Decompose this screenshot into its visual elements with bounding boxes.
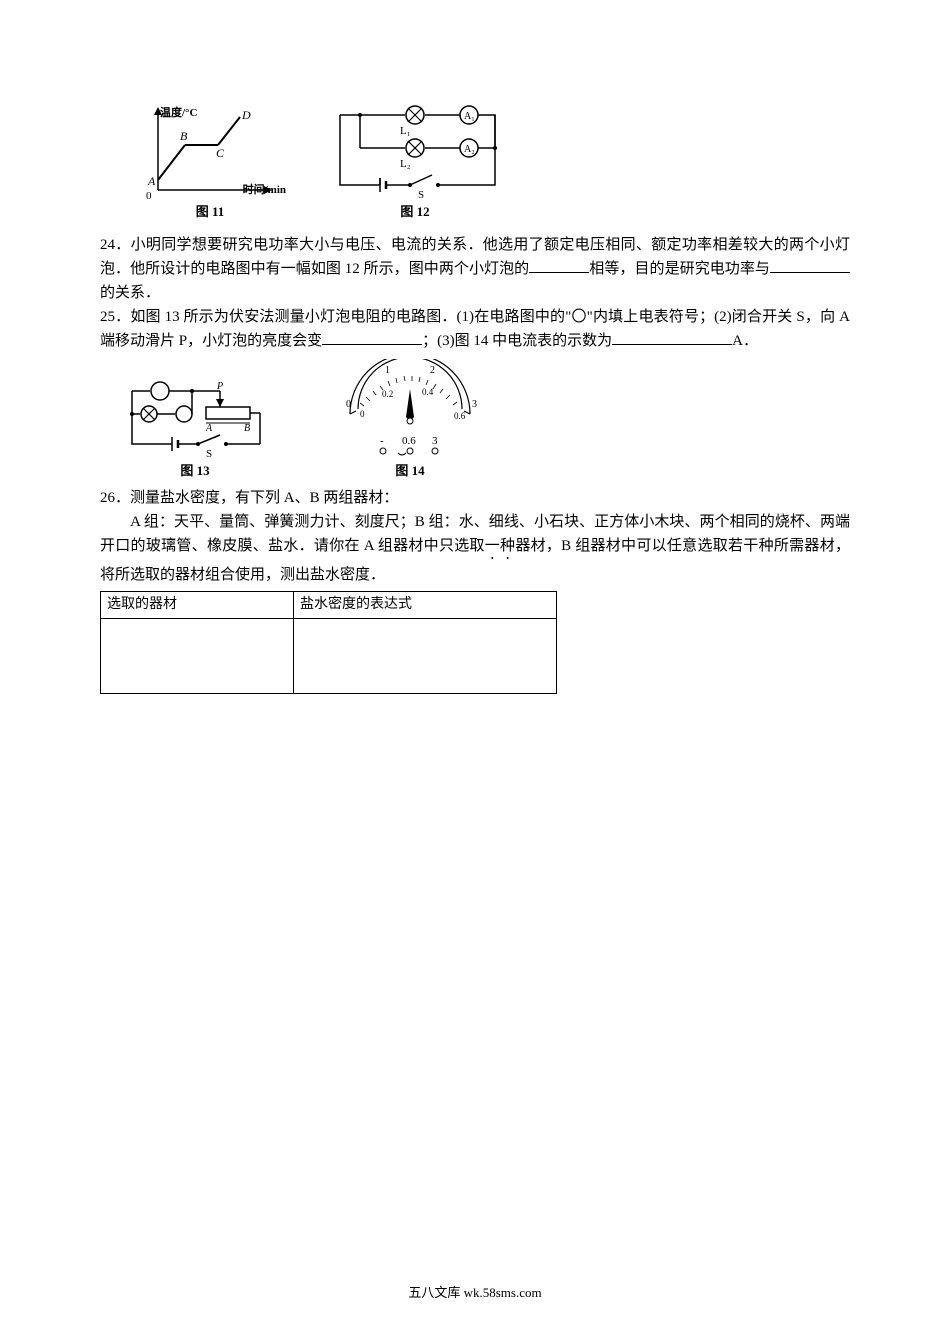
fig14-t1: 1: [385, 365, 390, 376]
table-row: 选取的器材 盐水密度的表达式: [101, 591, 557, 618]
fig11-xlabel: 时间/min: [243, 182, 286, 200]
q24-suffix-a: 相等，目的是研究电功率与: [589, 261, 770, 277]
fig12-a1: A₁: [464, 111, 475, 122]
q24-blank2: [770, 257, 850, 273]
q26-line2em: 一种: [485, 538, 516, 554]
q25-blank1: [322, 329, 422, 345]
q26-prefix: 26．: [100, 490, 130, 506]
fig14-term-06: 0.6: [402, 435, 416, 447]
fig12-svg: L₁ A₁ L₂ A₂: [320, 100, 510, 200]
q26-col2-header: 盐水密度的表达式: [294, 591, 557, 618]
figure-13: P A B S 图 13: [120, 379, 270, 482]
figure-12: L₁ A₁ L₂ A₂: [320, 100, 510, 223]
q26-cell-1: [101, 618, 294, 693]
q24-prefix: 24．: [100, 237, 131, 253]
fig11-point-c: C: [216, 146, 225, 160]
fig12-l2: L₂: [400, 158, 411, 170]
fig13-a: A: [205, 423, 213, 434]
q26-cell-2: [294, 618, 557, 693]
fig11-point-a: A: [147, 174, 156, 188]
page-footer: 五八文库 wk.58sms.com: [0, 1283, 950, 1304]
fig11-origin: 0: [146, 190, 152, 200]
q25-prefix: 25．: [100, 309, 130, 325]
fig14-term-minus: -: [380, 435, 384, 447]
fig14-i0: 0: [360, 409, 365, 419]
q26-line1: 测量盐水密度，有下列 A、B 两组器材：: [130, 490, 398, 506]
fig11-ylabel: 温度/°C: [160, 105, 197, 123]
q26-col1-header: 选取的器材: [101, 591, 294, 618]
fig11-caption: 图 11: [196, 202, 225, 223]
question-25: 25．如图 13 所示为伏安法测量小灯泡电阻的电路图．(1)在电路图中的"〇"内…: [100, 305, 850, 353]
q25-mid: ；(3)图 14 中电流表的示数为: [422, 333, 612, 349]
fig14-i06: 0.6: [454, 411, 466, 421]
figures-row-1: A B C D 0 温度/°C 时间/min 图 11: [140, 100, 850, 223]
fig14-term-3: 3: [432, 435, 438, 447]
fig13-b: B: [244, 423, 250, 434]
fig14-i02: 0.2: [382, 389, 393, 399]
q24-suffix-b: 的关系．: [100, 285, 160, 301]
q25-blank2: [612, 329, 732, 345]
q26-table: 选取的器材 盐水密度的表达式: [100, 591, 557, 694]
page: A B C D 0 温度/°C 时间/min 图 11: [0, 0, 950, 1344]
fig13-svg: P A B S: [120, 379, 270, 459]
fig14-t0: 0: [346, 399, 351, 410]
question-26-line1: 26．测量盐水密度，有下列 A、B 两组器材：: [100, 486, 850, 510]
fig12-s: S: [418, 189, 424, 200]
figures-row-2: P A B S 图 13: [120, 359, 850, 482]
fig12-caption: 图 12: [400, 202, 429, 223]
fig13-s: S: [206, 448, 212, 459]
question-26-line2: A 组：天平、量筒、弹簧测力计、刻度尺；B 组：水、细线、小石块、正方体小木块、…: [100, 510, 850, 587]
fig13-p: P: [216, 381, 223, 392]
figure-11: A B C D 0 温度/°C 时间/min 图 11: [140, 105, 280, 223]
fig12-l1: L₁: [400, 125, 411, 137]
q24-blank1: [529, 257, 589, 273]
fig11-point-b: B: [180, 129, 188, 143]
table-row: [101, 618, 557, 693]
fig13-caption: 图 13: [180, 461, 209, 482]
q25-unit: A．: [732, 333, 758, 349]
fig14-i04: 0.4: [422, 387, 434, 397]
question-24: 24．小明同学想要研究电功率大小与电压、电流的关系．他选用了额定电压相同、额定功…: [100, 233, 850, 305]
fig14-t2: 2: [430, 365, 435, 376]
fig11-point-d: D: [241, 108, 251, 122]
figure-14: 0 1 2 3 0 0.2 0.4 0.6 - 0.6 3: [330, 359, 490, 482]
fig14-svg: 0 1 2 3 0 0.2 0.4 0.6 - 0.6 3: [330, 359, 490, 459]
fig14-t3: 3: [472, 399, 477, 410]
fig14-caption: 图 14: [395, 461, 424, 482]
fig12-a2: A₂: [464, 144, 475, 155]
